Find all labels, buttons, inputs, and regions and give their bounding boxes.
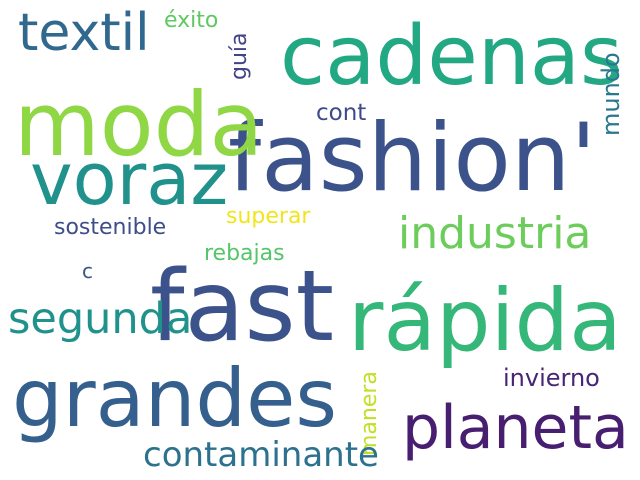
word-guia: guía — [227, 32, 252, 80]
word-manera: manera — [357, 371, 382, 456]
word-grandes: grandes — [12, 352, 337, 445]
word-cadenas: cadenas — [280, 9, 623, 104]
word-superar: superar — [226, 204, 311, 229]
word-fast: fast — [150, 250, 334, 364]
word-moda: moda — [14, 73, 263, 176]
word-rapida: rápida — [348, 271, 622, 371]
word-segunda: segunda — [8, 294, 192, 344]
word-exito: éxito — [164, 8, 218, 33]
word-cont: cont — [316, 100, 366, 126]
word-mundo: mundo — [597, 52, 625, 136]
word-sostenible: sostenible — [54, 215, 166, 240]
word-contaminante: contaminante — [143, 435, 379, 475]
word-planeta: planeta — [402, 393, 629, 463]
word-industria: industria — [398, 208, 591, 259]
word-voraz: voraz — [30, 137, 228, 221]
word-rebajas: rebajas — [204, 241, 285, 266]
word-invierno: invierno — [503, 364, 600, 392]
word-textil: textil — [18, 3, 150, 63]
word-c: c — [82, 259, 93, 283]
word-fashion: fashion' — [228, 104, 596, 213]
